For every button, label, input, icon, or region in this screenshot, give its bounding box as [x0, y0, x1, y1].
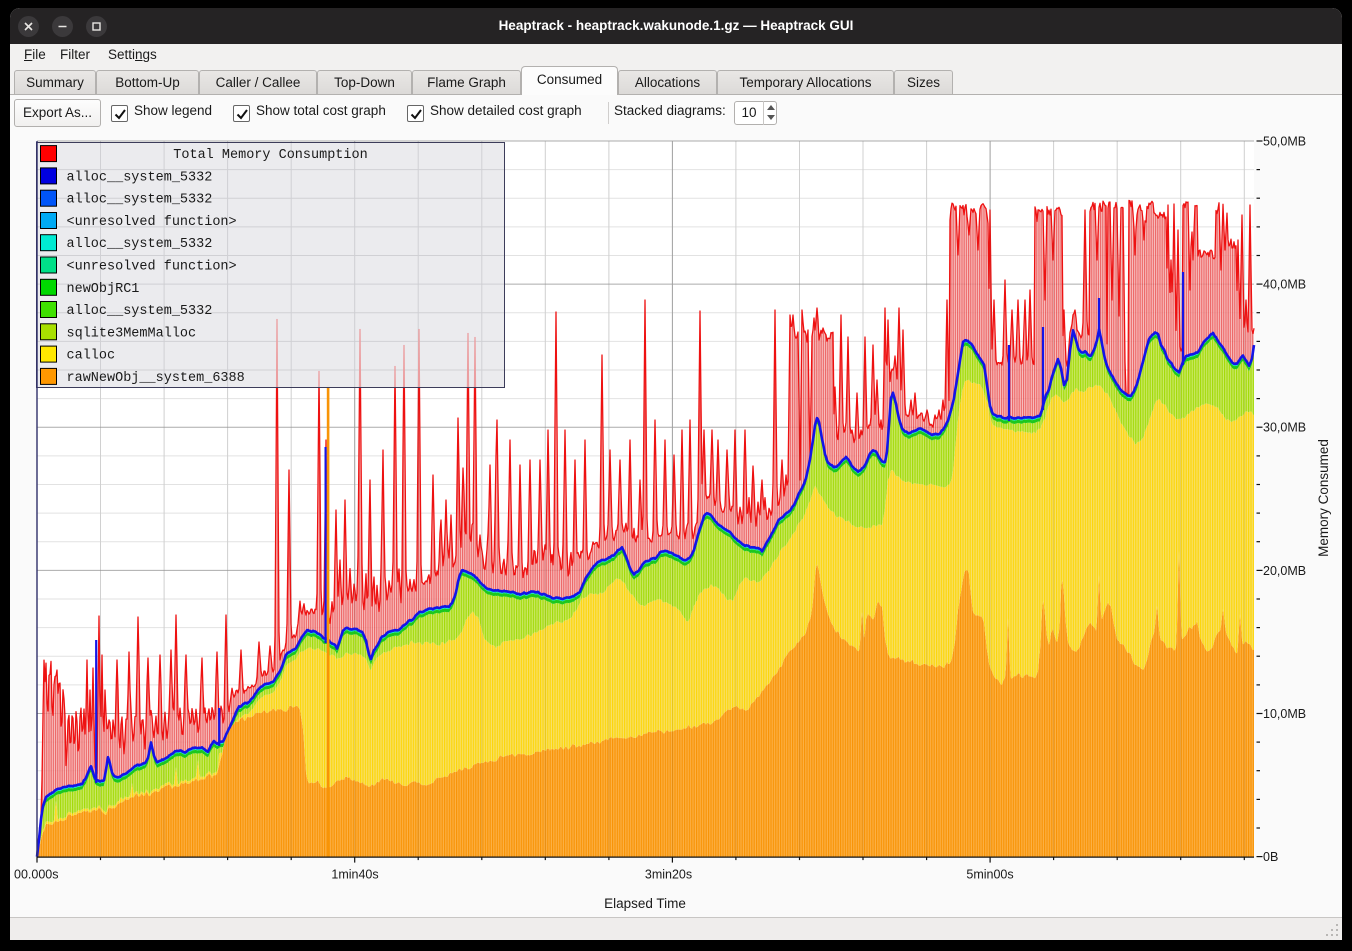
svg-text:sqlite3MemMalloc: sqlite3MemMalloc [67, 326, 197, 341]
svg-text:3min20s: 3min20s [645, 868, 692, 882]
svg-text:20,0MB: 20,0MB [1263, 564, 1306, 578]
svg-text:<unresolved function>: <unresolved function> [67, 215, 237, 230]
svg-text:calloc: calloc [67, 349, 116, 364]
svg-text:Total Memory Consumption: Total Memory Consumption [173, 148, 367, 163]
svg-text:50,0MB: 50,0MB [1263, 135, 1306, 149]
svg-text:alloc__system_5332: alloc__system_5332 [67, 304, 213, 319]
svg-text:10,0MB: 10,0MB [1263, 707, 1306, 721]
svg-text:Memory Consumed: Memory Consumed [1316, 439, 1331, 557]
svg-text:40,0MB: 40,0MB [1263, 278, 1306, 292]
svg-text:alloc__system_5332: alloc__system_5332 [67, 193, 213, 208]
svg-text:5min00s: 5min00s [966, 868, 1013, 882]
svg-text:alloc__system_5332: alloc__system_5332 [67, 237, 213, 252]
svg-text:<unresolved function>: <unresolved function> [67, 260, 237, 275]
svg-text:alloc__system_5332: alloc__system_5332 [67, 170, 213, 185]
svg-text:30,0MB: 30,0MB [1263, 421, 1306, 435]
svg-text:00.000s: 00.000s [14, 868, 58, 882]
svg-text:rawNewObj__system_6388: rawNewObj__system_6388 [67, 371, 245, 386]
svg-text:newObjRC1: newObjRC1 [67, 282, 140, 297]
svg-text:Elapsed Time: Elapsed Time [604, 896, 686, 911]
svg-text:1min40s: 1min40s [331, 868, 378, 882]
svg-text:0B: 0B [1263, 850, 1278, 864]
